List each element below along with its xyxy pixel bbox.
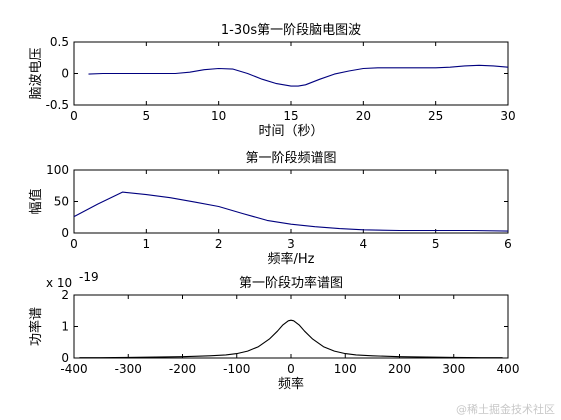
y-axis-label: 脑波电压 — [29, 47, 44, 99]
x-tick-label: 6 — [504, 237, 512, 251]
y-tick-label: 2 — [61, 288, 69, 302]
x-tick-label: 3 — [287, 237, 295, 251]
chart-title: 1-30s第一阶段脑电图波 — [221, 23, 361, 38]
x-tick-label: 30 — [500, 109, 515, 123]
y-tick-label: -0.5 — [46, 98, 69, 112]
x-tick-label: 1 — [143, 237, 151, 251]
y-tick-label: 50 — [54, 195, 69, 209]
y-tick-label: 0.5 — [50, 35, 69, 49]
x-tick-label: -300 — [115, 362, 142, 376]
y-exponent-label: x 10 — [46, 276, 72, 290]
y-axis-label: 功率谱 — [28, 307, 44, 346]
x-tick-label: 200 — [388, 362, 411, 376]
x-axis-label: 时间（秒） — [258, 124, 323, 139]
x-tick-label: 5 — [432, 237, 440, 251]
subplot-3: -400 -300 -200 -100 0 100 200 300 400 0 1 2 第一阶段功率谱图… — [28, 270, 519, 392]
x-axis-label: 频率/Hz — [268, 251, 315, 267]
series-line — [73, 191, 509, 232]
y-tick-label: 1 — [61, 320, 69, 334]
axes-box — [73, 294, 509, 359]
series-line — [79, 319, 503, 359]
x-tick-label: 0 — [287, 362, 295, 376]
x-tick-label: 400 — [497, 362, 520, 376]
x-tick-label: 2 — [215, 237, 223, 251]
x-tick-label: -400 — [60, 362, 87, 376]
y-axis-label: 幅值 — [28, 188, 44, 214]
chart-title: 第一阶段频谱图 — [245, 151, 336, 166]
series-line — [88, 64, 509, 87]
axes-box — [73, 169, 509, 234]
y-tick-label: 0 — [61, 67, 69, 81]
x-tick-label: -200 — [169, 362, 196, 376]
x-tick-label: 0 — [70, 109, 78, 123]
x-tick-label: 100 — [334, 362, 357, 376]
chart-title: 第一阶段功率谱图 — [239, 275, 343, 291]
x-axis-label: 频率 — [278, 376, 304, 392]
y-tick-label: 0 — [61, 226, 69, 240]
x-tick-label: 300 — [442, 362, 465, 376]
subplot-1: 0 5 10 15 20 25 30-0.500.51-30s第一阶段脑电图波时间（秒）脑波… — [29, 23, 516, 139]
x-tick-label: 10 — [211, 109, 226, 123]
watermark: @稀土掘金技术社区 — [456, 403, 555, 416]
x-tick-label: 0 — [70, 237, 78, 251]
y-tick-label: 100 — [46, 163, 69, 177]
y-tick-label: 0 — [61, 351, 69, 365]
x-tick-label: 5 — [143, 109, 151, 123]
x-tick-label: 20 — [356, 109, 371, 123]
x-tick-label: -100 — [223, 362, 250, 376]
y-exponent-power: -19 — [79, 270, 99, 284]
x-tick-label: 25 — [428, 109, 443, 123]
x-tick-label: 4 — [360, 237, 368, 251]
x-tick-label: 15 — [283, 109, 298, 123]
